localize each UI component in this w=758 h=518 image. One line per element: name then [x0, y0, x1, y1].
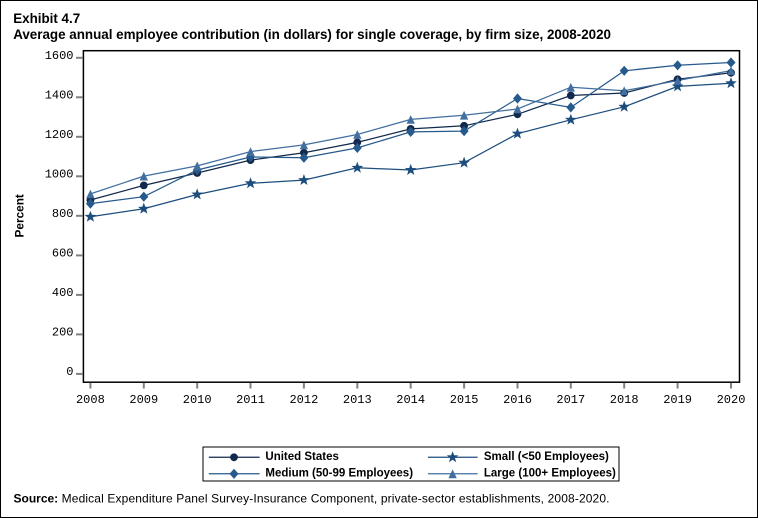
svg-text:2012: 2012: [289, 393, 318, 407]
svg-text:Medium (50-99 Employees): Medium (50-99 Employees): [265, 468, 413, 480]
svg-text:2020: 2020: [717, 393, 746, 407]
svg-text:200: 200: [52, 326, 74, 340]
svg-text:0: 0: [66, 365, 73, 379]
svg-text:Large (100+ Employees): Large (100+ Employees): [484, 468, 616, 480]
svg-text:Small (<50 Employees): Small (<50 Employees): [484, 451, 609, 463]
svg-text:2016: 2016: [503, 393, 532, 407]
svg-text:800: 800: [52, 207, 74, 221]
svg-text:United States: United States: [265, 451, 339, 463]
svg-text:1200: 1200: [45, 128, 74, 142]
svg-text:Exhibit 4.7: Exhibit 4.7: [13, 11, 80, 26]
svg-text:2015: 2015: [450, 393, 479, 407]
svg-text:400: 400: [52, 286, 74, 300]
svg-text:1600: 1600: [45, 49, 74, 63]
svg-text:1400: 1400: [45, 89, 74, 103]
svg-text:2014: 2014: [396, 393, 425, 407]
svg-text:2009: 2009: [129, 393, 158, 407]
svg-text:2017: 2017: [556, 393, 585, 407]
svg-text:2019: 2019: [663, 393, 692, 407]
svg-text:2008: 2008: [76, 393, 105, 407]
svg-text:2011: 2011: [236, 393, 265, 407]
svg-text:2010: 2010: [183, 393, 212, 407]
svg-text:Source: Medical Expenditure Pa: Source: Medical Expenditure Panel Survey…: [14, 492, 610, 506]
svg-text:2018: 2018: [610, 393, 639, 407]
svg-text:2013: 2013: [343, 393, 372, 407]
svg-text:1000: 1000: [45, 168, 74, 182]
svg-text:Average annual employee contri: Average annual employee contribution (in…: [13, 27, 611, 42]
svg-text:600: 600: [52, 247, 74, 261]
svg-text:Percent: Percent: [12, 194, 26, 237]
